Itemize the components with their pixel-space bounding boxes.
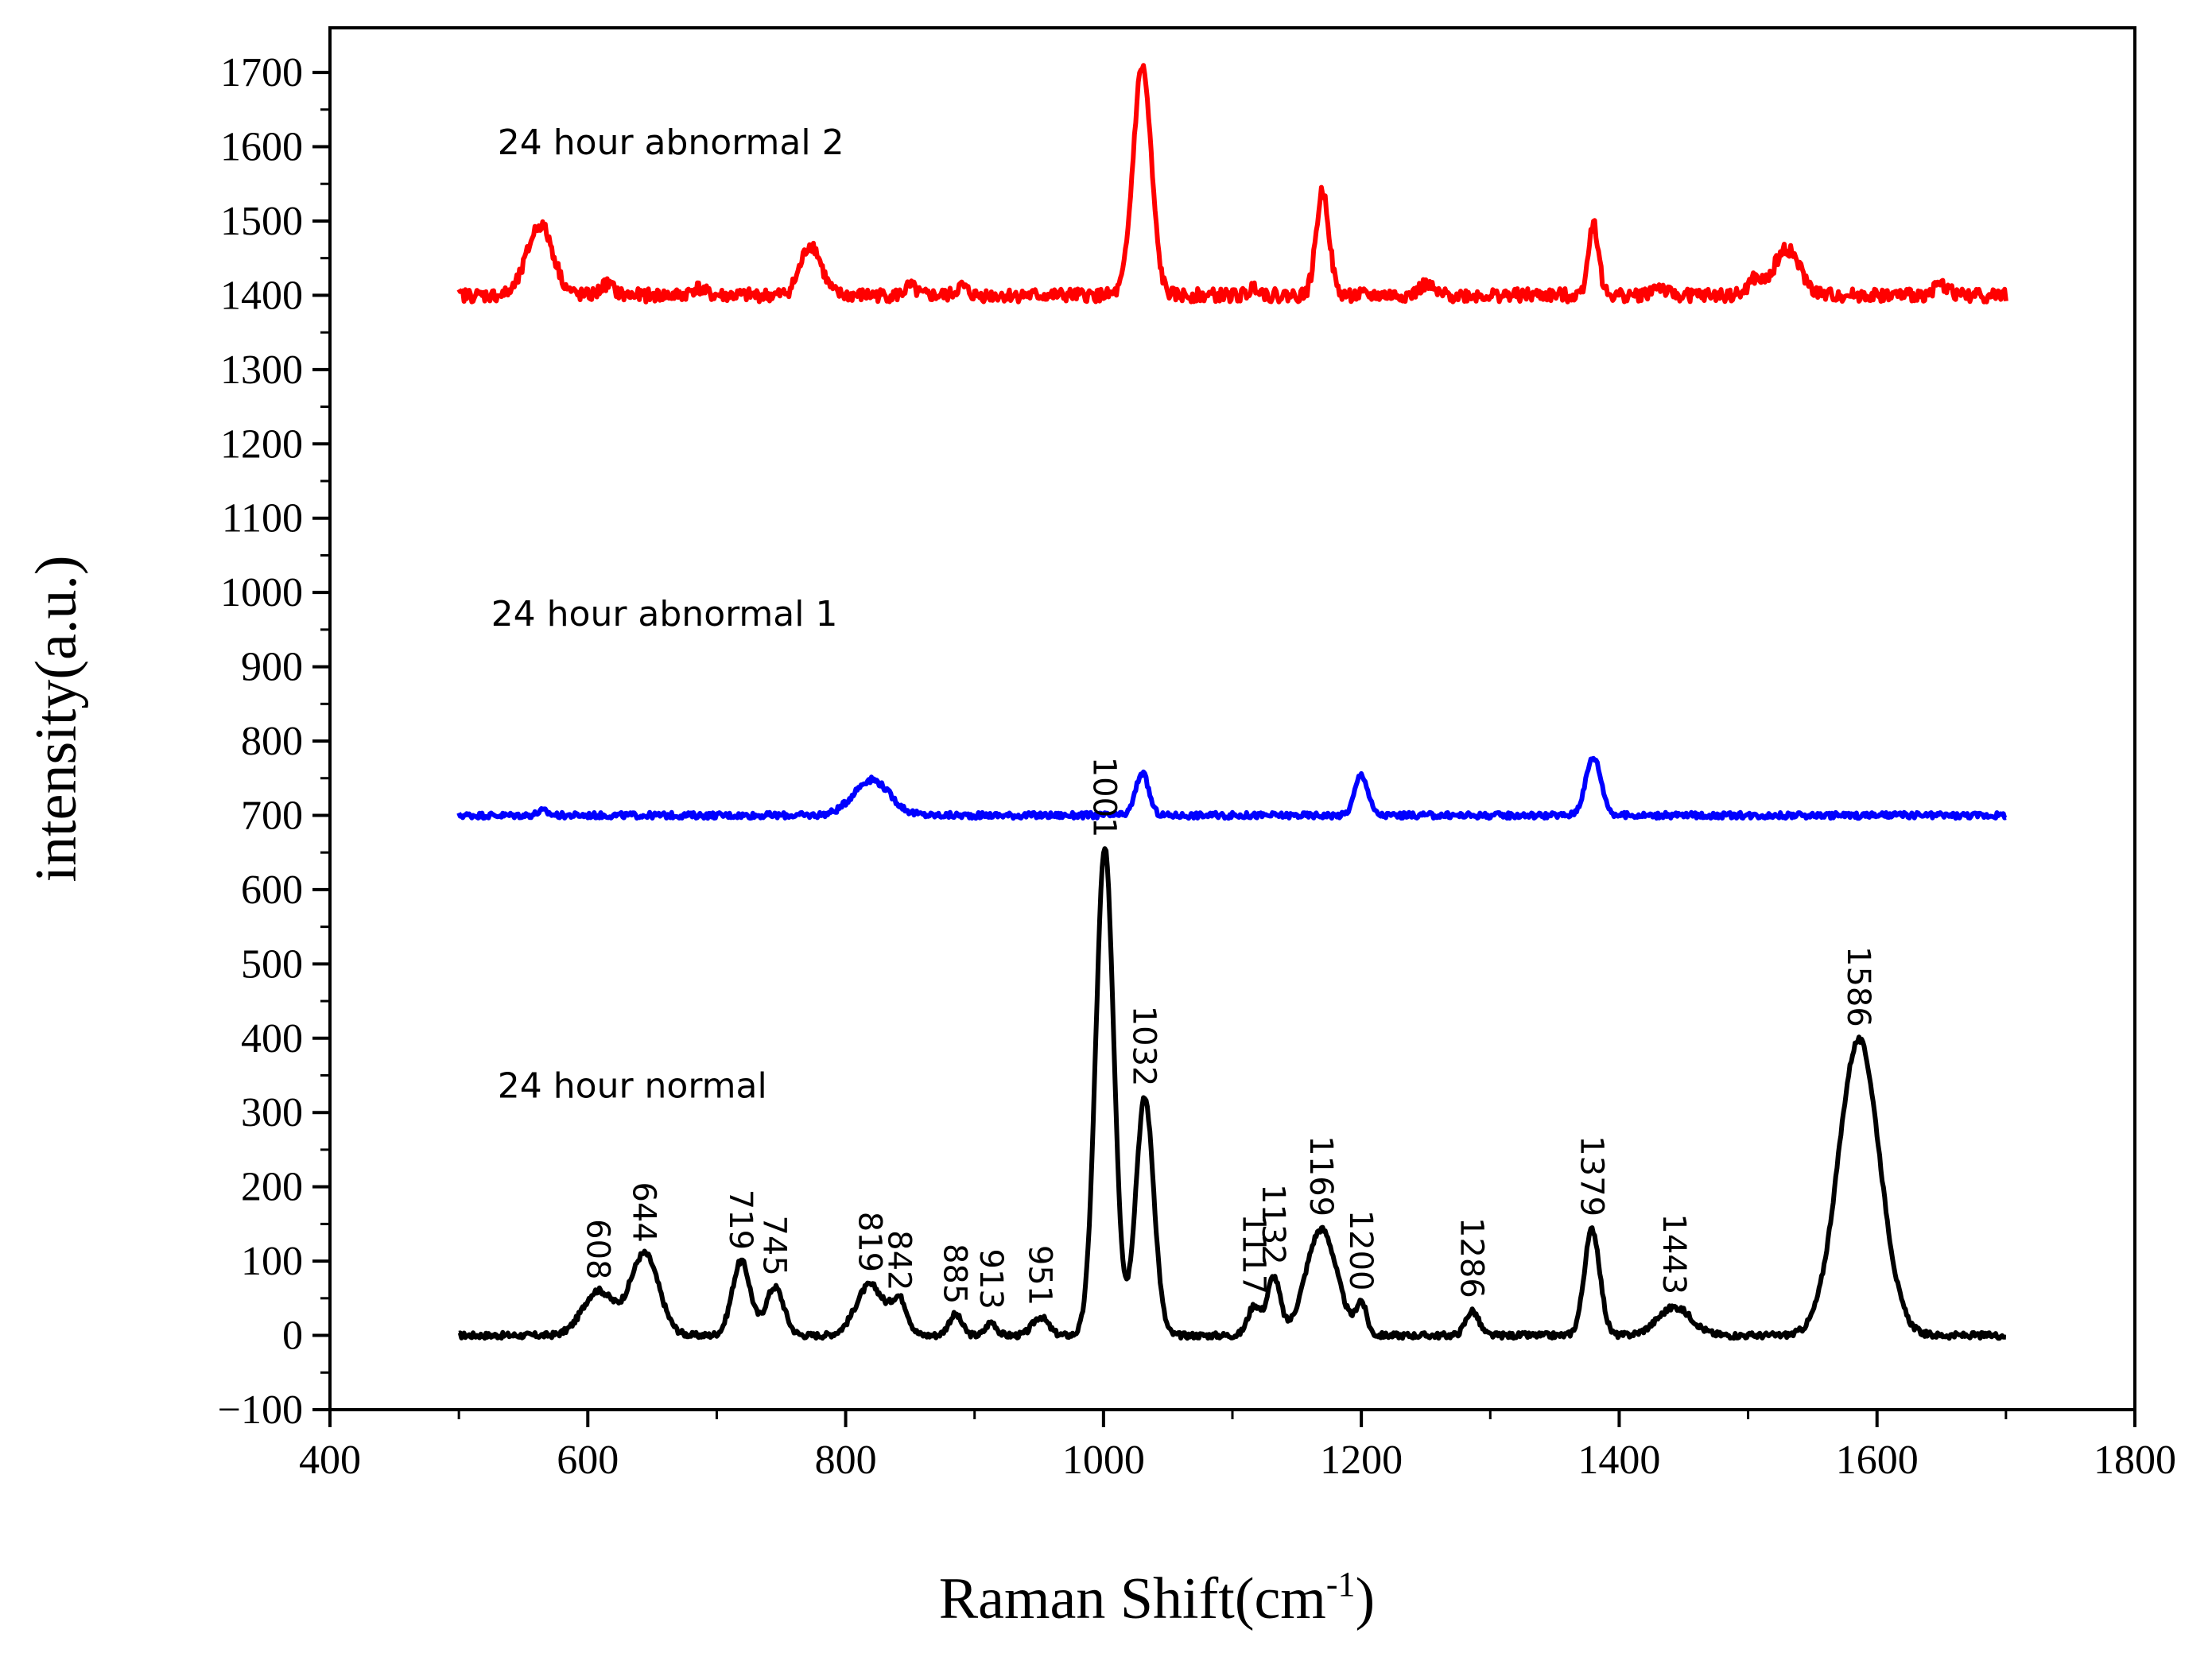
y-tick-label: 1300 xyxy=(220,347,303,393)
peak-label: 644 xyxy=(626,1182,662,1242)
y-tick-label: 300 xyxy=(241,1090,303,1135)
y-tick-label: 1500 xyxy=(220,199,303,244)
y-tick-label: 700 xyxy=(241,793,303,838)
peak-label: 842 xyxy=(881,1230,918,1290)
series-label: 24 hour abnormal 2 xyxy=(498,122,844,163)
peak-label: 1379 xyxy=(1573,1135,1609,1216)
axis-ticks: 400 600 800 1000 1200 1400 1600 1800 −100 0 100 200… xyxy=(218,50,2176,1483)
series-line xyxy=(456,755,2008,821)
x-tick-label: 400 xyxy=(299,1438,361,1483)
series-line xyxy=(456,63,2008,305)
y-tick-label: 1100 xyxy=(222,496,303,541)
series-label: 24 hour normal xyxy=(498,1066,767,1107)
y-tick-label: 1700 xyxy=(220,50,303,95)
y-tick-label: 600 xyxy=(241,867,303,913)
y-tick-label: 200 xyxy=(241,1165,303,1210)
x-axis-title: Raman Shift(cm-1) xyxy=(939,1565,1375,1632)
peak-label: 1117 xyxy=(1236,1213,1272,1294)
y-tick-label: 1200 xyxy=(220,421,303,467)
peak-label: 608 xyxy=(579,1219,615,1279)
x-tick-label: 600 xyxy=(557,1438,619,1483)
x-tick-label: 800 xyxy=(815,1438,877,1483)
y-tick-label: 800 xyxy=(241,719,303,764)
x-tick-label: 1400 xyxy=(1578,1438,1660,1483)
y-tick-label: 0 xyxy=(282,1313,303,1359)
series-line xyxy=(457,846,2008,1341)
y-tick-label: 100 xyxy=(241,1239,303,1284)
peak-label: 913 xyxy=(972,1249,1009,1310)
series-label: 24 hour abnormal 1 xyxy=(491,594,838,634)
x-axis-title-main: Raman Shift(cm xyxy=(939,1566,1326,1632)
x-tick-label: 1600 xyxy=(1836,1438,1919,1483)
peak-label: 1001 xyxy=(1086,757,1123,838)
plot-frame xyxy=(328,26,2136,1411)
peak-label: 1132 xyxy=(1255,1184,1291,1265)
peak-label: 1032 xyxy=(1126,1006,1162,1087)
annotations: 24 hour normal 24 hour abnormal 1 24 hour … xyxy=(491,122,1876,1310)
y-tick-label: 1000 xyxy=(220,570,303,615)
peak-label: 819 xyxy=(851,1212,887,1272)
peak-label: 1443 xyxy=(1655,1213,1692,1294)
peak-label: 1286 xyxy=(1453,1217,1490,1298)
series-lines xyxy=(456,63,2008,1341)
y-axis-title: intensity(a.u.) xyxy=(24,555,89,882)
peak-label: 745 xyxy=(755,1215,792,1275)
y-tick-label: −100 xyxy=(218,1387,303,1433)
y-tick-label: 1600 xyxy=(220,125,303,170)
y-tick-label: 1400 xyxy=(220,273,303,318)
x-axis-title-close: ) xyxy=(1356,1566,1376,1632)
peak-label: 1200 xyxy=(1342,1210,1379,1291)
peak-label: 951 xyxy=(1021,1245,1057,1306)
x-tick-label: 1000 xyxy=(1062,1438,1145,1483)
x-tick-label: 1200 xyxy=(1320,1438,1403,1483)
peak-label: 1586 xyxy=(1840,946,1876,1027)
peak-label: 719 xyxy=(722,1189,759,1250)
peak-label: 1169 xyxy=(1302,1135,1339,1216)
y-tick-label: 400 xyxy=(241,1016,303,1061)
peak-label: 885 xyxy=(936,1244,972,1304)
y-tick-label: 900 xyxy=(241,645,303,690)
x-axis-title-superscript: -1 xyxy=(1326,1565,1356,1604)
y-tick-label: 500 xyxy=(241,941,303,987)
x-tick-label: 1800 xyxy=(2094,1438,2176,1483)
